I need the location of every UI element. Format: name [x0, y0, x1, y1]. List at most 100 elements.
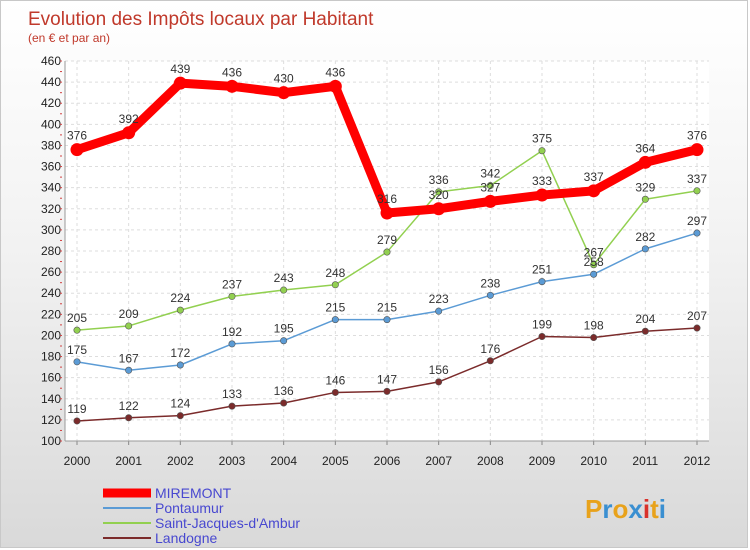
- data-point: [176, 306, 184, 314]
- legend-label: Saint-Jacques-d'Ambur: [155, 515, 300, 531]
- data-point: [587, 184, 601, 198]
- x-tick-label: 2010: [580, 454, 607, 468]
- data-point: [590, 270, 598, 278]
- data-label: 392: [119, 112, 139, 126]
- data-label: 436: [222, 65, 242, 79]
- data-point: [331, 316, 339, 324]
- chart-subtitle: (en € et par an): [28, 31, 110, 45]
- chart-title: Evolution des Impôts locaux par Habitant: [28, 9, 374, 30]
- data-label: 336: [429, 173, 449, 187]
- y-tick-label: 380: [41, 138, 61, 152]
- data-label: 147: [377, 372, 397, 386]
- logo-letter: o: [612, 494, 628, 524]
- x-tick-label: 2005: [322, 454, 349, 468]
- data-label: 209: [119, 307, 139, 321]
- data-point: [590, 334, 598, 342]
- data-point: [228, 340, 236, 348]
- data-label: 192: [222, 325, 242, 339]
- data-point: [693, 229, 701, 237]
- data-point: [380, 206, 394, 220]
- data-label: 333: [532, 174, 552, 188]
- data-label: 172: [170, 346, 190, 360]
- data-label: 342: [480, 167, 500, 181]
- y-tick-label: 100: [41, 434, 61, 448]
- data-label: 267: [584, 246, 604, 260]
- data-label: 376: [67, 129, 87, 143]
- data-point: [535, 188, 549, 202]
- data-point: [538, 147, 546, 155]
- data-point: [486, 357, 494, 365]
- data-point: [641, 327, 649, 335]
- data-point: [176, 412, 184, 420]
- data-point: [435, 307, 443, 315]
- data-point: [383, 316, 391, 324]
- data-point: [328, 79, 342, 93]
- logo-letter: P: [585, 494, 602, 524]
- logo-letter: i: [643, 494, 650, 524]
- x-tick-label: 2008: [477, 454, 504, 468]
- data-label: 146: [325, 373, 345, 387]
- data-label: 364: [635, 141, 655, 155]
- data-point: [73, 358, 81, 366]
- data-label: 258: [584, 255, 604, 269]
- data-point: [435, 188, 443, 196]
- series-1: [73, 229, 701, 374]
- data-label: 133: [222, 387, 242, 401]
- data-label: 237: [222, 277, 242, 291]
- data-label: 124: [170, 397, 190, 411]
- y-tick-label: 200: [41, 328, 61, 342]
- data-label: 376: [687, 129, 707, 143]
- data-point: [432, 202, 446, 216]
- data-point: [690, 143, 704, 157]
- data-label: 279: [377, 233, 397, 247]
- data-point: [125, 322, 133, 330]
- data-label: 337: [584, 170, 604, 184]
- x-tick-label: 2009: [529, 454, 556, 468]
- y-tick-label: 340: [41, 181, 61, 195]
- data-label: 136: [274, 384, 294, 398]
- data-label: 251: [532, 263, 552, 277]
- x-tick-label: 2002: [167, 454, 194, 468]
- y-tick-label: 140: [41, 392, 61, 406]
- data-label: 238: [480, 276, 500, 290]
- legend: MIREMONTPontaumurSaint-Jacques-d'AmburLa…: [103, 485, 300, 546]
- y-tick-label: 440: [41, 75, 61, 89]
- y-tick-label: 300: [41, 223, 61, 237]
- data-point: [277, 86, 291, 100]
- x-tick-label: 2012: [684, 454, 711, 468]
- data-point: [383, 387, 391, 395]
- data-label: 316: [377, 192, 397, 206]
- x-tick-label: 2007: [425, 454, 452, 468]
- logo-letter: x: [628, 494, 643, 524]
- y-tick-label: 460: [41, 54, 61, 68]
- data-label: 430: [274, 72, 294, 86]
- data-point: [693, 187, 701, 195]
- proxiti-logo: Proxiti: [585, 494, 666, 524]
- data-label: 122: [119, 399, 139, 413]
- data-labels: 376 392 439 436 430 436 316 320 327 333 337 364 376 1…: [67, 62, 707, 416]
- data-point: [483, 194, 497, 208]
- data-point: [331, 388, 339, 396]
- data-point: [538, 278, 546, 286]
- y-tick-label: 420: [41, 96, 61, 110]
- data-label: 175: [67, 343, 87, 357]
- logo-letter: r: [602, 494, 612, 524]
- data-label: 329: [635, 180, 655, 194]
- data-point: [176, 361, 184, 369]
- y-tick-label: 400: [41, 117, 61, 131]
- data-label: 282: [635, 230, 655, 244]
- data-point: [693, 324, 701, 332]
- data-label: 167: [119, 351, 139, 365]
- data-label: 223: [429, 292, 449, 306]
- y-tick-label: 220: [41, 307, 61, 321]
- data-point: [590, 261, 598, 269]
- data-label: 119: [67, 402, 86, 416]
- y-tick-label: 160: [41, 371, 61, 385]
- series-2: [73, 147, 701, 334]
- data-label: 205: [67, 311, 87, 325]
- data-label: 215: [325, 301, 345, 315]
- data-label: 436: [325, 65, 345, 79]
- y-tick-label: 240: [41, 286, 61, 300]
- data-label: 337: [687, 172, 707, 186]
